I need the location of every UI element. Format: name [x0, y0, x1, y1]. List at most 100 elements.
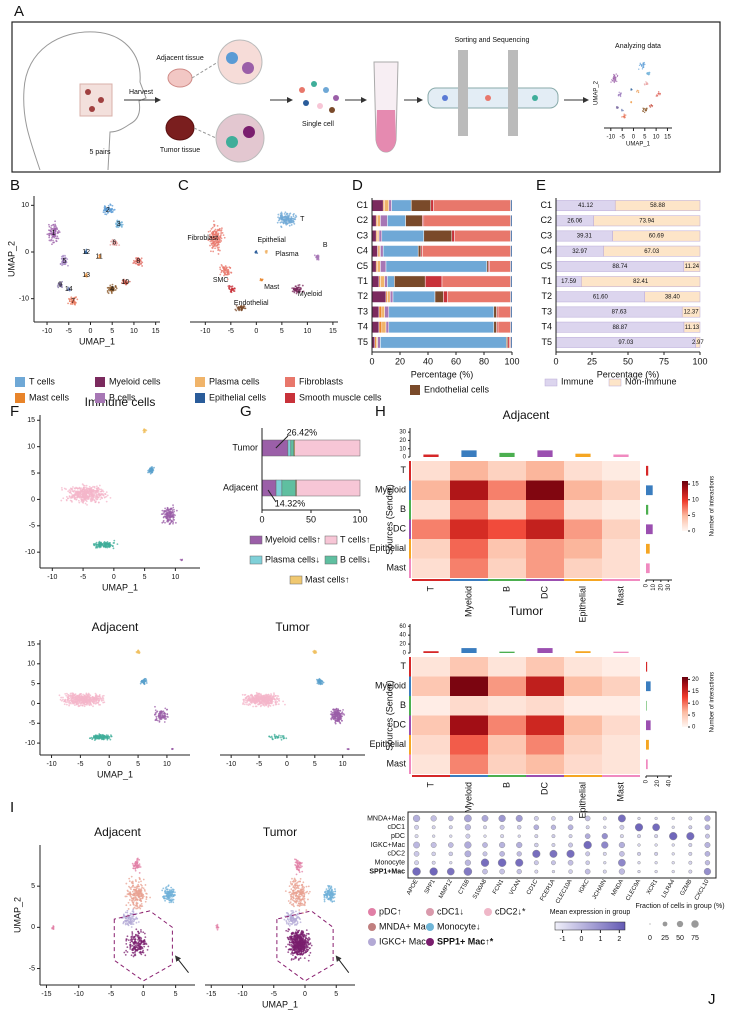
cell-point: [64, 692, 67, 695]
cell-point: [305, 929, 308, 932]
cell-point: [170, 886, 173, 889]
cell-point: [64, 254, 66, 257]
cell-point: [62, 497, 65, 500]
cell-point: [105, 213, 108, 216]
cell-point: [156, 710, 159, 713]
cell-point: [334, 890, 336, 893]
cell-icon: [323, 87, 329, 93]
cell-point: [271, 737, 274, 739]
cell-point: [54, 235, 56, 238]
cell-point: [135, 861, 138, 864]
cell-point: [96, 498, 99, 501]
cell-point: [73, 487, 76, 490]
cell-point: [141, 886, 144, 889]
cell-point: [244, 693, 247, 696]
cell-point: [143, 678, 145, 681]
cell-point: [109, 208, 112, 211]
cell-point: [168, 512, 170, 515]
cell-point: [128, 899, 131, 901]
cell-point: [172, 504, 174, 507]
cell-point: [278, 734, 280, 737]
cell-point: [209, 230, 212, 232]
cell-point: [214, 235, 216, 238]
cell-point: [297, 887, 300, 890]
cell-icon: [317, 103, 323, 109]
x-tick-label: 10: [303, 328, 311, 335]
cell-point: [268, 735, 271, 738]
cell-point: [642, 107, 644, 109]
cell-point: [110, 211, 113, 214]
cell-point: [612, 77, 614, 79]
cell-point: [255, 695, 257, 698]
cell-point: [124, 281, 127, 284]
cell-point: [76, 703, 79, 705]
cell-point: [93, 736, 95, 739]
cell-point: [637, 90, 640, 92]
cell-point: [125, 895, 128, 898]
cell-point: [104, 211, 106, 214]
cell-point: [124, 917, 127, 919]
cell-point: [291, 877, 293, 880]
cell-point: [146, 948, 149, 951]
cell-point: [130, 875, 133, 878]
annotation: 1: [52, 230, 56, 237]
cell-point: [68, 495, 71, 498]
cell-point: [173, 518, 176, 521]
cell-point: [223, 268, 226, 271]
cell-point: [247, 695, 250, 698]
cell-point: [61, 280, 63, 283]
cell-point: [70, 702, 72, 705]
cell-point: [82, 492, 84, 494]
cell-point: [308, 936, 310, 939]
cell-point: [297, 895, 300, 898]
cell-point: [307, 892, 310, 895]
cell-point: [290, 221, 293, 223]
cell-point: [218, 239, 221, 241]
cell-point: [62, 255, 65, 258]
cell-point: [332, 890, 334, 893]
cell-point: [215, 236, 218, 238]
x-tick-label: 0: [89, 328, 93, 335]
cell-point: [289, 898, 292, 901]
cell-point: [72, 694, 75, 697]
cell-point: [126, 946, 129, 949]
cell-point: [47, 223, 50, 226]
cell-point: [208, 233, 211, 236]
cell-point: [220, 232, 223, 235]
cell-point: [326, 896, 329, 899]
cell-point: [140, 953, 143, 956]
cell-point: [293, 287, 295, 290]
y-tick-label: -5: [29, 523, 35, 530]
cell-point: [88, 737, 91, 740]
cell-point: [316, 678, 318, 681]
cell-point: [105, 544, 108, 547]
chart-title: Adjacent: [94, 825, 141, 839]
cell-point: [136, 917, 139, 920]
cell-point: [214, 239, 217, 241]
cell-point: [82, 486, 85, 489]
cell-point: [136, 649, 139, 652]
cell-point: [296, 862, 299, 865]
cell-point: [166, 713, 169, 715]
cell-point: [225, 273, 227, 276]
cell-point: [342, 709, 344, 711]
cell-point: [87, 495, 90, 498]
cell-point: [112, 286, 115, 289]
cell-point: [102, 697, 105, 700]
cell-point: [295, 865, 298, 868]
cell-point: [84, 697, 87, 700]
cell-point: [258, 694, 261, 697]
cell-point: [296, 890, 299, 892]
cell-point: [619, 93, 621, 96]
cell-point: [326, 890, 329, 892]
cell-point: [624, 116, 626, 119]
cell-point: [154, 705, 156, 708]
cell-point: [220, 271, 223, 274]
cell-point: [333, 900, 336, 903]
cell-point: [90, 704, 93, 706]
cell-point: [302, 898, 305, 901]
adjacent-tissue: [167, 68, 193, 88]
cell-point: [287, 218, 290, 221]
cell-point: [302, 888, 305, 890]
